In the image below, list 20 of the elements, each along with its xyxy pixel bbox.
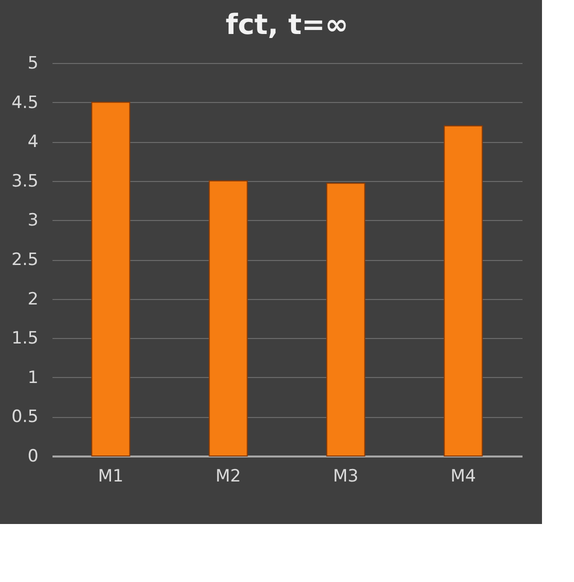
- y-tick-label: 5: [28, 54, 38, 74]
- y-tick-label: 2.5: [11, 250, 38, 270]
- y-tick-label: 1: [28, 368, 38, 388]
- y-tick-label: 3: [28, 210, 38, 231]
- x-tick-label: M1: [98, 466, 124, 486]
- y-tick-label: 3.5: [11, 171, 38, 192]
- y-tick-label: 4: [28, 132, 38, 152]
- chart-title: fct, t=∞: [226, 8, 348, 41]
- x-tick-label: M4: [450, 466, 476, 486]
- y-tick-label: 0: [28, 446, 38, 466]
- bar: [326, 182, 366, 456]
- bar: [444, 125, 483, 456]
- bar: [208, 180, 248, 456]
- x-tick-label: M2: [216, 466, 241, 486]
- y-tick-label: 0.5: [11, 407, 38, 428]
- bar: [91, 102, 130, 456]
- x-tick-label: M3: [333, 466, 358, 486]
- y-tick-label: 2: [28, 289, 38, 310]
- y-tick-label: 4.5: [11, 92, 38, 113]
- y-tick-label: 1.5: [11, 328, 38, 349]
